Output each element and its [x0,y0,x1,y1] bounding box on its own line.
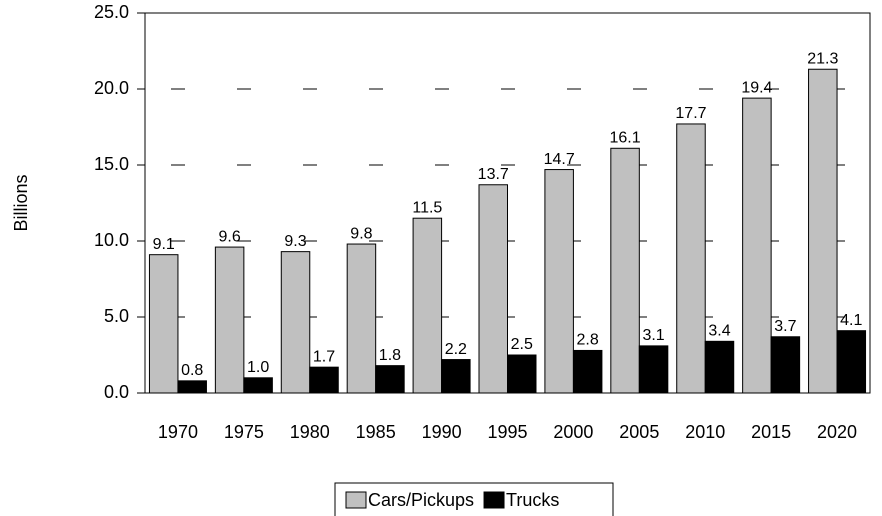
value-label: 0.8 [181,362,203,379]
value-label: 1.0 [247,359,269,376]
value-label: 17.7 [675,105,706,122]
bar [544,169,574,394]
x-tick-label: 2010 [685,422,725,442]
value-label: 11.5 [412,199,442,216]
value-label: 1.7 [313,348,335,365]
bar [704,340,735,394]
y-tick-label: 10.0 [94,230,129,250]
x-tick-label: 1970 [158,422,198,442]
value-label: 1.8 [379,347,401,364]
bar [346,243,377,394]
value-label: 16.1 [609,129,640,146]
legend-swatch [483,491,505,509]
value-label: 9.8 [350,225,372,242]
bar [638,345,669,394]
bar [507,354,537,394]
bar [177,380,207,394]
value-label: 3.7 [774,318,796,335]
bar [610,147,640,394]
x-tick-label: 2000 [553,422,593,442]
y-tick-label: 15.0 [94,154,129,174]
value-label: 14.7 [544,151,575,168]
x-tick-label: 1985 [356,422,396,442]
y-axis-label: Billions [11,174,31,231]
y-tick-label: 5.0 [104,306,129,326]
x-tick-label: 2005 [619,422,659,442]
bar [375,365,405,394]
bar [742,97,772,394]
value-label: 9.3 [284,233,306,250]
bar [280,251,311,394]
x-tick-label: 1975 [224,422,264,442]
bar [808,68,838,394]
x-tick-label: 1990 [422,422,462,442]
bar [214,246,245,394]
value-label: 2.8 [577,332,599,349]
value-label: 9.6 [218,228,240,245]
y-tick-label: 0.0 [104,382,129,402]
bar [770,336,801,394]
legend-label: Trucks [506,490,559,510]
x-tick-label: 2020 [817,422,857,442]
value-label: 2.2 [445,341,467,358]
value-label: 2.5 [511,336,533,353]
bar [572,349,603,394]
x-tick-label: 2015 [751,422,791,442]
value-label: 3.1 [642,327,664,344]
legend-frame [334,482,614,516]
value-label: 13.7 [478,166,509,183]
bar [836,330,867,394]
value-label: 3.4 [708,323,730,340]
bar [441,359,471,394]
bar [309,366,339,394]
bar [243,377,273,394]
y-tick-label: 25.0 [94,2,129,22]
y-tick-label: 20.0 [94,78,129,98]
legend-swatch [345,491,367,509]
value-label: 21.3 [807,50,838,67]
value-label: 4.1 [840,312,862,329]
x-tick-label: 1980 [290,422,330,442]
plot-frame [144,12,871,394]
value-label: 9.1 [153,236,175,253]
bar [478,184,508,394]
x-tick-label: 1995 [487,422,527,442]
value-label: 19.4 [741,79,772,96]
bar [148,254,179,394]
bar [676,123,706,394]
legend-label: Cars/Pickups [368,490,474,510]
bar [412,217,443,394]
